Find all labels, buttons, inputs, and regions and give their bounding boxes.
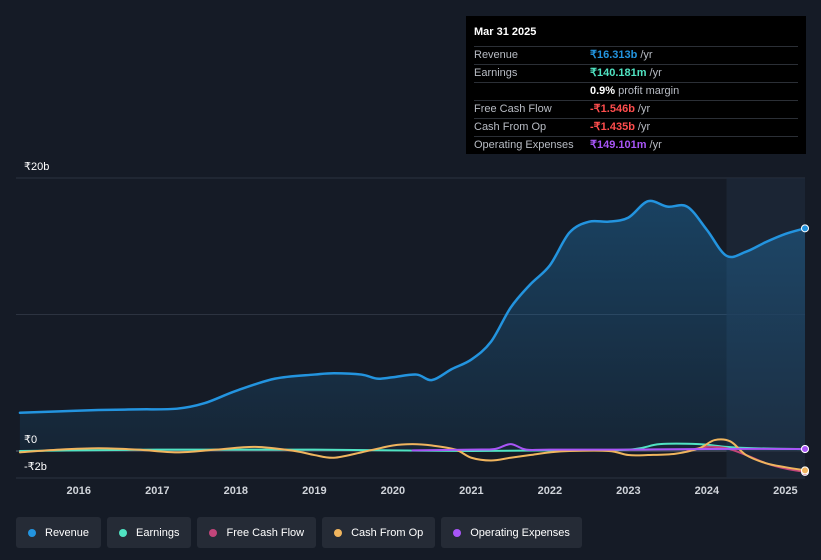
tooltip-row-unit: /yr: [649, 67, 662, 79]
legend-dot-icon: [28, 528, 36, 537]
legend-item-earnings[interactable]: Earnings: [107, 517, 192, 548]
data-tooltip: Mar 31 2025 Revenue ₹16.313b/yr Earnings ₹1…: [466, 16, 806, 154]
legend-label: Earnings: [136, 526, 180, 539]
tooltip-row: Cash From Op -₹1.435b/yr: [474, 118, 798, 136]
operating-expenses-end-marker: [801, 444, 809, 453]
tooltip-row-unit: profit margin: [618, 85, 680, 97]
y-tick-label-zero: ₹0: [24, 434, 38, 446]
legend-dot-icon: [334, 528, 343, 537]
tooltip-row-unit: /yr: [637, 103, 651, 115]
tooltip-row-label: Cash From Op: [474, 121, 547, 133]
revenue-end-marker: [801, 224, 809, 233]
operating-expenses-line: [411, 443, 806, 452]
chart-area: [16, 177, 809, 479]
cash-from-op-line: [18, 438, 806, 472]
chart-legend: Revenue Earnings Free Cash Flow Cash From O…: [16, 517, 582, 548]
x-tick-label: 2017: [145, 485, 170, 497]
legend-label: Revenue: [45, 526, 90, 539]
x-tick-label: 2023: [616, 485, 641, 497]
revenue-area: [19, 200, 806, 451]
tooltip-row-unit: /yr: [640, 49, 653, 61]
legend-label: Cash From Op: [351, 526, 424, 539]
tooltip-row-label: Revenue: [474, 49, 519, 61]
legend-item-operating-expenses[interactable]: Operating Expenses: [441, 517, 582, 548]
tooltip-row-value: ₹140.181m: [590, 67, 647, 79]
tooltip-row-value: 0.9%: [590, 85, 616, 97]
tooltip-row-label: Operating Expenses: [474, 139, 574, 151]
x-tick-label: 2019: [302, 485, 327, 497]
tooltip-row: Free Cash Flow -₹1.546b/yr: [474, 100, 798, 118]
revenue-line: [18, 199, 807, 415]
x-tick-label: 2020: [380, 485, 406, 497]
tooltip-row-label: [474, 83, 590, 100]
legend-dot-icon: [119, 528, 128, 537]
legend-label: Operating Expenses: [470, 526, 570, 539]
tooltip-date: Mar 31 2025: [474, 26, 537, 38]
x-tick-label: 2024: [694, 485, 720, 497]
tooltip-row: Operating Expenses ₹149.101m/yr: [474, 136, 798, 154]
y-tick-label-bottom: -₹2b: [24, 461, 47, 473]
legend-item-cash-from-op[interactable]: Cash From Op: [322, 517, 436, 548]
tooltip-row-value: -₹1.546b: [590, 103, 635, 115]
tooltip-row-value: -₹1.435b: [590, 121, 635, 133]
tooltip-row: Revenue ₹16.313b/yr: [474, 46, 798, 64]
x-tick-label: 2022: [537, 485, 563, 497]
y-tick-label-top: ₹20b: [24, 161, 50, 173]
tooltip-row-label: Free Cash Flow: [474, 103, 552, 115]
legend-item-revenue[interactable]: Revenue: [16, 517, 102, 548]
legend-label: Free Cash Flow: [226, 526, 305, 539]
tooltip-row-value: ₹149.101m: [590, 139, 647, 151]
legend-item-free-cash-flow[interactable]: Free Cash Flow: [197, 517, 317, 548]
legend-dot-icon: [209, 528, 218, 537]
x-tick-label: 2018: [223, 485, 249, 497]
x-tick-label: 2016: [66, 485, 92, 497]
legend-dot-icon: [453, 528, 462, 537]
x-tick-label: 2021: [459, 485, 484, 497]
tooltip-row: Earnings ₹140.181m/yr: [474, 64, 798, 82]
tooltip-row: 0.9% profit margin: [474, 82, 798, 100]
x-tick-label: 2025: [773, 485, 798, 497]
tooltip-row-unit: /yr: [649, 139, 662, 151]
cash-from-op-end-marker: [801, 466, 809, 475]
tooltip-row-value: ₹16.313b: [590, 49, 638, 61]
tooltip-row-label: Earnings: [474, 67, 518, 79]
tooltip-row-unit: /yr: [637, 121, 651, 133]
